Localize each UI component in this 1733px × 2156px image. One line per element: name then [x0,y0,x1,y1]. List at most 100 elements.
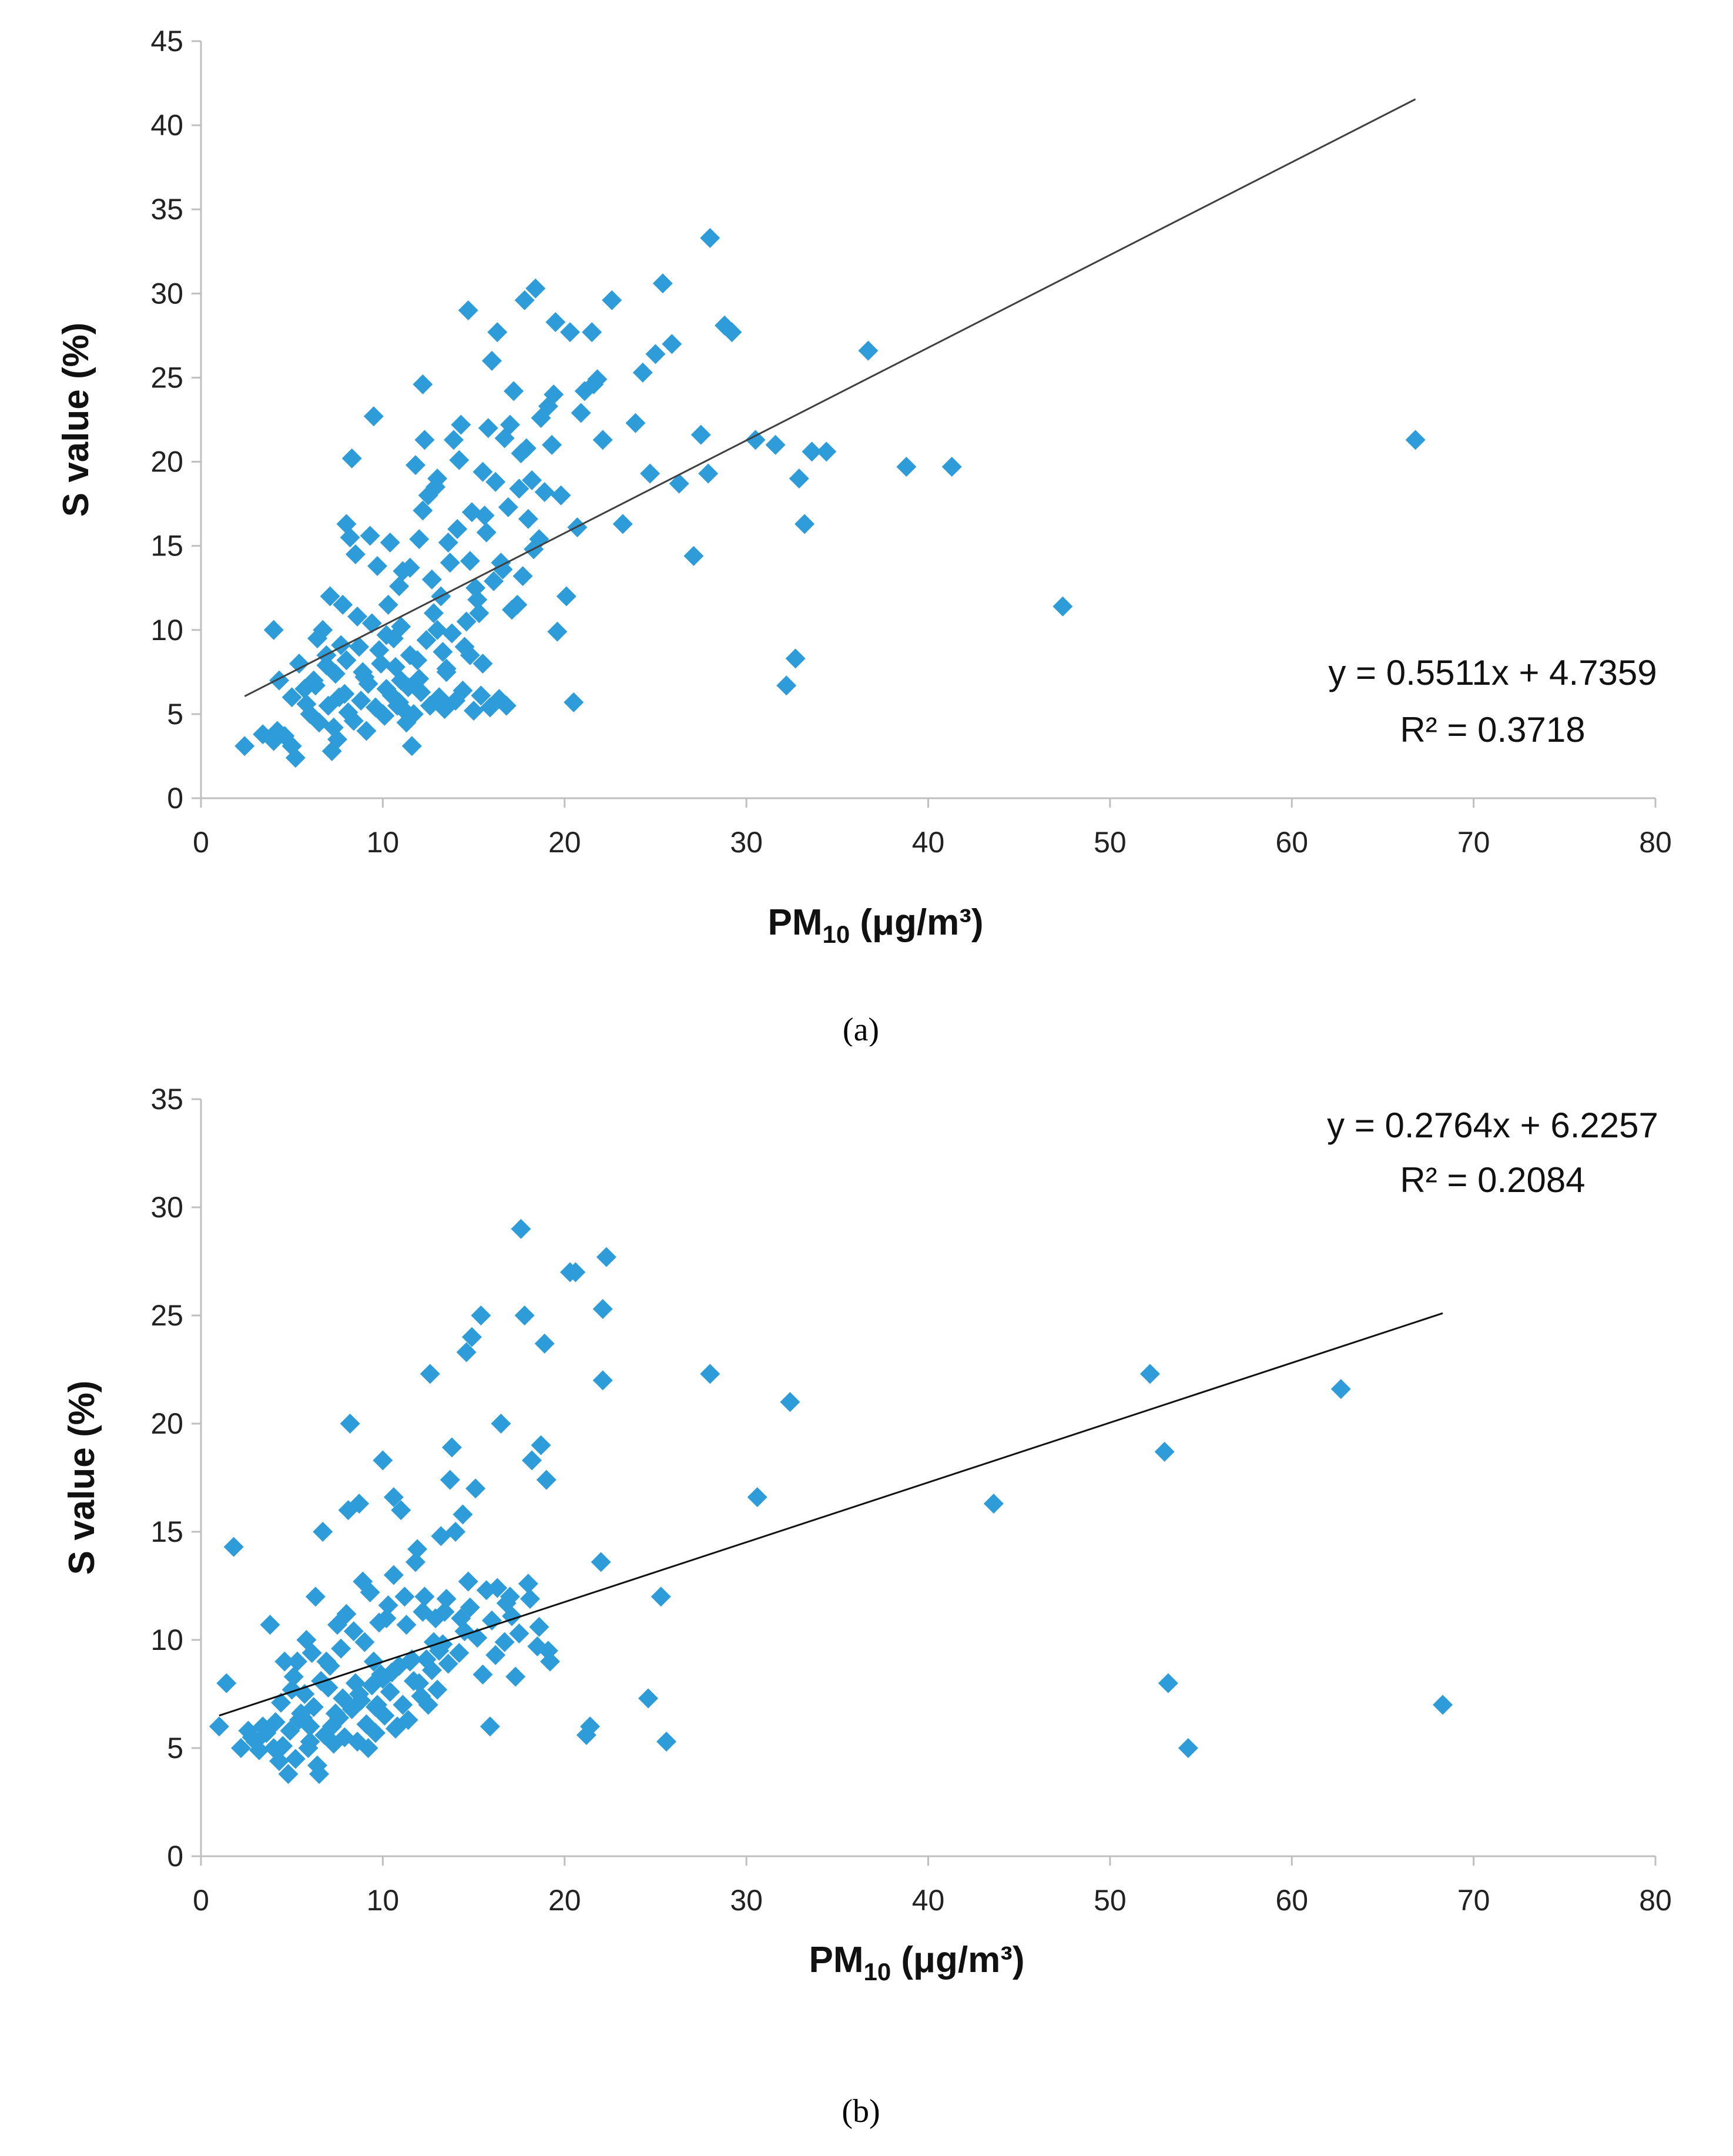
data-point-b [345,1673,366,1693]
data-point-b [403,1670,424,1691]
data-point-a [389,576,410,597]
y-ticks-b: 0 5 10 15 20 25 30 35 [150,1083,201,1873]
data-point-b [529,1616,549,1637]
data-point-a [413,500,433,521]
data-point-a [472,461,493,482]
data-point-b [500,1586,520,1607]
y-tick-label-a: 5 [167,698,183,731]
x-axis-title-sub-a: 10 [822,920,850,948]
data-point-b [283,1666,304,1687]
data-point-b [394,1586,415,1607]
data-point-a [564,692,584,712]
data-point-a [363,406,384,427]
data-point-a [371,654,391,674]
data-point-a [234,736,255,756]
data-point-a [405,455,426,476]
x-tick-label-b: 20 [548,1884,581,1917]
data-point-b [429,1641,450,1661]
data-point-a [427,620,448,640]
data-point-b [373,1450,393,1471]
trendline-a [244,98,1416,697]
data-point-a [485,471,506,492]
data-point-b [378,1595,398,1616]
data-point-b [1139,1364,1160,1384]
data-point-a [487,322,508,343]
data-point-a [451,414,471,435]
x-tick-label-b: 70 [1457,1884,1490,1917]
data-point-b [452,1504,473,1525]
data-point-a [464,701,484,721]
data-point-b [983,1494,1004,1514]
data-point-b [420,1364,440,1384]
data-point-b [472,1664,493,1685]
data-point-a [516,438,537,458]
data-point-a [386,657,406,677]
data-point-b [383,1565,404,1585]
y-tick-label-a: 0 [167,782,183,815]
data-point-a [544,384,564,405]
data-point-b [441,1437,462,1458]
data-point-b [386,1718,406,1739]
panel-caption-a: (a) [843,1012,879,1046]
data-point-a [411,682,431,702]
data-point-a [333,594,353,615]
data-point-b [418,1695,438,1715]
data-point-a [522,470,542,491]
data-point-a [401,736,422,756]
data-point-a [356,721,377,741]
data-point-a [414,430,435,450]
data-point-b [320,1656,340,1676]
data-point-b [536,1469,557,1490]
data-point-b [380,1682,400,1702]
x-axis-title-b: PM10 (μg/m³) [809,1940,1024,1986]
data-point-b [383,1487,404,1508]
data-point-b [471,1305,491,1325]
data-point-b [303,1697,324,1718]
r-squared-label-b: R² = 0.2084 [1400,1160,1585,1200]
data-point-b [349,1684,370,1704]
panel-caption-b: (b) [842,2093,880,2130]
data-point-a [341,448,362,468]
data-point-a [369,640,390,661]
data-point-b [289,1710,310,1730]
data-point-b [209,1716,229,1737]
x-tick-label-a: 30 [730,826,763,859]
data-point-a [645,344,666,364]
y-tick-label-b: 20 [150,1407,183,1440]
data-point-b [592,1370,613,1391]
y-tick-label-a: 25 [150,361,183,394]
y-tick-label-b: 30 [150,1191,183,1224]
x-axis-title-unit-b: (μg/m³) [891,1940,1024,1980]
data-point-b [287,1651,307,1672]
x-tick-label-b: 60 [1275,1884,1308,1917]
y-tick-label-a: 30 [150,277,183,310]
x-tick-label-a: 70 [1457,826,1490,859]
data-point-a [1052,596,1073,617]
data-point-b [433,1634,453,1655]
data-point-a [281,687,302,708]
scatter-chart-a: 0 5 10 15 20 25 30 35 40 45 0 10 20 30 40 50 60 70 80 y =… [56,25,1672,1046]
data-point-a [509,478,529,499]
data-point-b [1330,1379,1351,1400]
data-point-a [669,473,689,494]
data-point-a [652,273,673,294]
data-point-a [690,424,711,445]
data-point-a [313,620,333,640]
data-point-a [400,557,420,578]
data-point-b [436,1589,457,1609]
data-point-a [476,522,497,543]
data-point-b [360,1582,380,1603]
data-point-b [518,1574,538,1594]
data-point-a [560,322,581,343]
data-point-b [747,1487,767,1508]
data-point-a [444,430,464,450]
data-point-a [374,705,395,726]
data-point-b [460,1597,480,1618]
data-point-a [896,457,917,477]
data-point-a [776,675,797,696]
data-point-a [534,482,555,503]
data-point-a [467,590,488,610]
data-point-a [340,527,360,548]
data-point-b [260,1615,280,1635]
data-point-a [458,300,478,320]
